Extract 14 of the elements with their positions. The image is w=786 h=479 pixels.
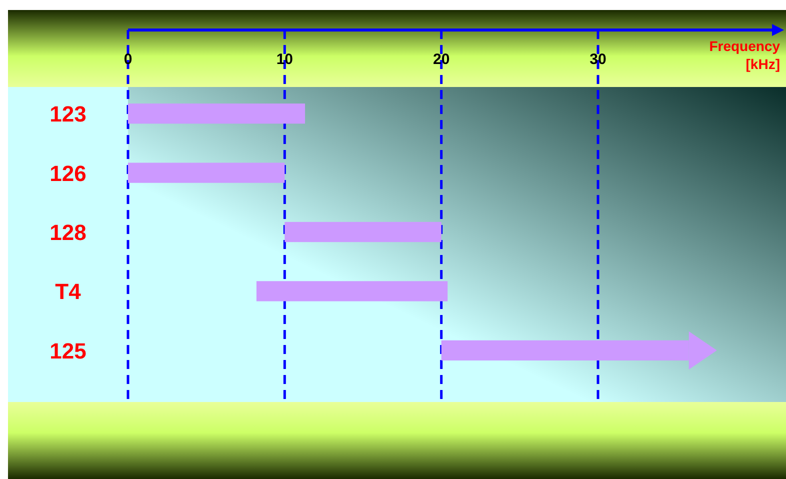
x-tick-label: 0 bbox=[124, 51, 132, 68]
x-tick-label: 10 bbox=[276, 51, 294, 68]
y-tick-label: 125 bbox=[50, 338, 86, 364]
bar bbox=[128, 162, 285, 183]
y-tick-label: 123 bbox=[50, 102, 86, 127]
bar bbox=[256, 281, 448, 302]
x-tick-label: 20 bbox=[432, 51, 450, 68]
y-tick-label: 126 bbox=[50, 160, 86, 186]
x-axis-title: Frequency [kHz] bbox=[709, 38, 780, 72]
bar bbox=[284, 222, 442, 242]
y-tick-label: 128 bbox=[50, 220, 86, 245]
x-tick-label: 30 bbox=[590, 51, 606, 68]
bar bbox=[128, 104, 306, 124]
y-tick-label: T4 bbox=[55, 279, 82, 304]
